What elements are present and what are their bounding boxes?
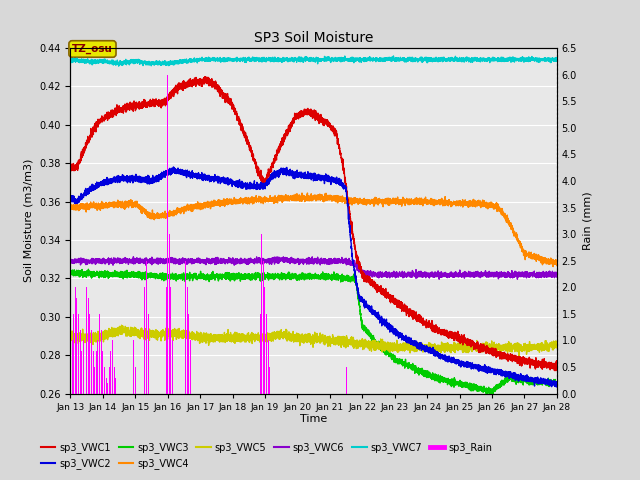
Bar bbox=[86, 287, 87, 394]
Bar bbox=[94, 367, 95, 394]
Bar bbox=[170, 287, 172, 394]
Bar bbox=[102, 351, 103, 394]
Bar bbox=[135, 367, 136, 394]
Text: TZ_osu: TZ_osu bbox=[72, 44, 113, 54]
Bar bbox=[188, 314, 189, 394]
Bar bbox=[133, 340, 134, 394]
Bar bbox=[169, 234, 170, 394]
Bar bbox=[266, 314, 267, 394]
Bar bbox=[109, 367, 110, 394]
Bar bbox=[172, 340, 173, 394]
Bar bbox=[91, 330, 92, 394]
Y-axis label: Soil Moisture (m3/m3): Soil Moisture (m3/m3) bbox=[24, 159, 34, 283]
Bar bbox=[79, 330, 81, 394]
Bar bbox=[167, 74, 168, 394]
Bar bbox=[78, 314, 79, 394]
Bar bbox=[114, 367, 115, 394]
Bar bbox=[96, 351, 97, 394]
Bar bbox=[263, 261, 264, 394]
Y-axis label: Rain (mm): Rain (mm) bbox=[582, 192, 593, 250]
Bar bbox=[97, 340, 99, 394]
Bar bbox=[264, 287, 266, 394]
Bar bbox=[112, 340, 113, 394]
Bar bbox=[261, 234, 262, 394]
Bar bbox=[100, 330, 102, 394]
Bar bbox=[187, 287, 188, 394]
Bar bbox=[75, 287, 76, 394]
Bar bbox=[81, 351, 82, 394]
Bar bbox=[73, 314, 74, 394]
Bar bbox=[146, 261, 147, 394]
Bar bbox=[115, 378, 116, 394]
Legend: sp3_VWC1, sp3_VWC2, sp3_VWC3, sp3_VWC4, sp3_VWC5, sp3_VWC6, sp3_VWC7, sp3_Rain: sp3_VWC1, sp3_VWC2, sp3_VWC3, sp3_VWC4, … bbox=[37, 438, 496, 473]
Bar bbox=[185, 261, 186, 394]
Bar bbox=[83, 340, 84, 394]
Title: SP3 Soil Moisture: SP3 Soil Moisture bbox=[254, 32, 373, 46]
Bar bbox=[190, 340, 191, 394]
Bar bbox=[84, 314, 86, 394]
Bar bbox=[99, 314, 100, 394]
Bar bbox=[104, 367, 105, 394]
X-axis label: Time: Time bbox=[300, 414, 327, 424]
Bar bbox=[76, 298, 77, 394]
Bar bbox=[268, 340, 269, 394]
Bar bbox=[269, 367, 270, 394]
Bar bbox=[88, 298, 89, 394]
